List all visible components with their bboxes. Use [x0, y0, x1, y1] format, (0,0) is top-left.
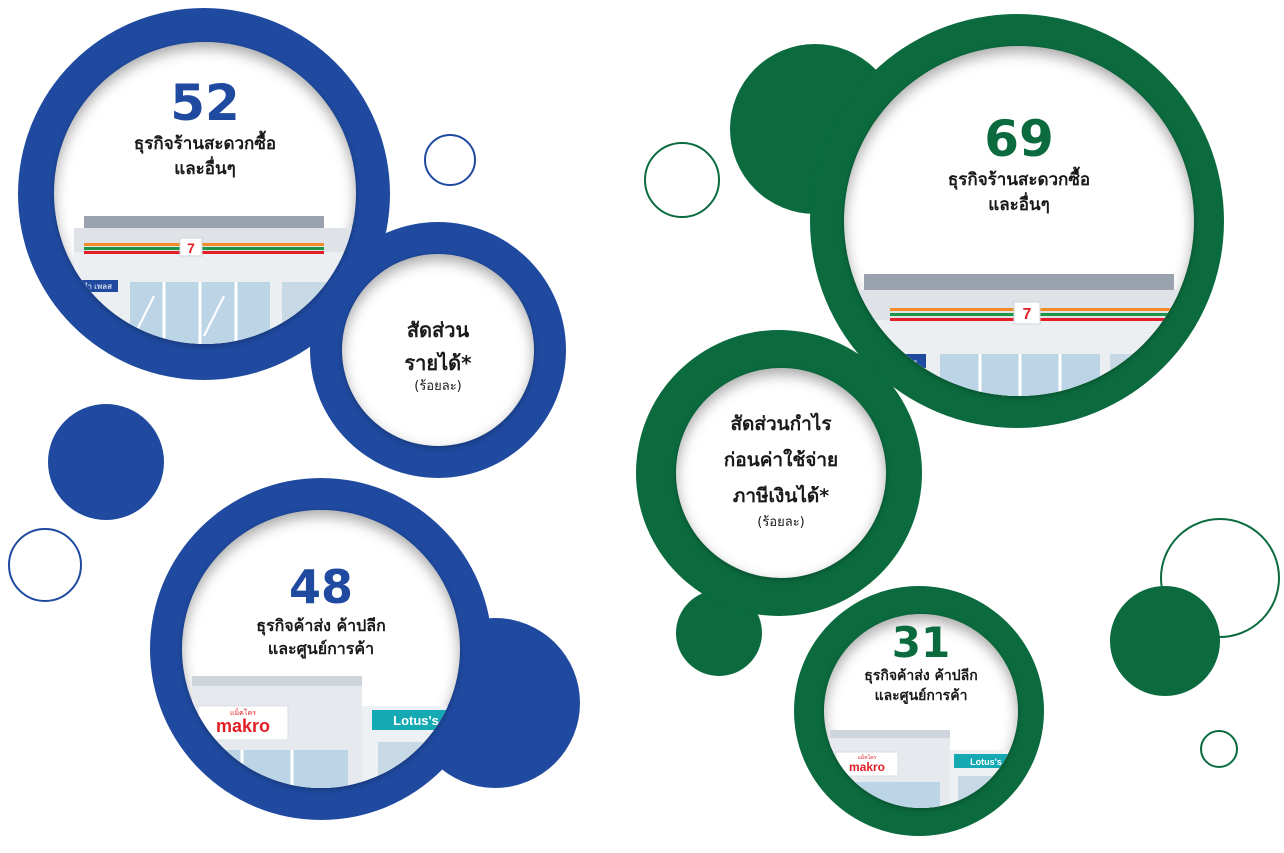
convenience-share-value: 52 — [170, 74, 240, 132]
wholesale-label-line1: ธุรกิจค้าส่ง ค้าปลีก — [256, 616, 386, 635]
convenience-circle: 52 ธุรกิจร้านสะดวกซื้อ และอื่นๆ 7 ชำ เพล… — [54, 42, 356, 344]
wholesale-circle: 31 ธุรกิจค้าส่ง ค้าปลีก และศูนย์การค้า แ… — [824, 614, 1018, 808]
revenue-share-unit: (ร้อยละ) — [414, 379, 462, 394]
convenience-label-line2: และอื่นๆ — [174, 158, 236, 179]
wholesale-circle: 48 ธุรกิจค้าส่ง ค้าปลีก และศูนย์การค้า แ… — [182, 510, 460, 788]
convenience-share-value: 69 — [984, 110, 1054, 168]
wholesale-label-line1: ธุรกิจค้าส่ง ค้าปลีก — [864, 668, 978, 684]
solid-dot-right — [1110, 586, 1220, 696]
makro-logo-text: makro — [849, 760, 885, 774]
makro-small-text: แม็คโคร — [230, 708, 256, 717]
wholesale-label-line2: และศูนย์การค้า — [267, 639, 375, 659]
store-sign-text: ชำ เพลส — [887, 358, 917, 367]
solid-dot — [48, 404, 164, 520]
wholesale-share-value: 48 — [288, 560, 353, 614]
revenue-share-circle: สัดส่วน รายได้* (ร้อยละ) — [342, 254, 534, 446]
lotus-logo-text: Lotus's — [393, 713, 439, 728]
wholesale-mall-icon: แม็คโคร makro Lotus's — [192, 676, 460, 788]
lotus-logo-text: Lotus's — [970, 757, 1002, 767]
revenue-share-title-line2: รายได้* — [404, 351, 472, 375]
outline-circle-bottom — [1200, 730, 1238, 768]
profit-share-title-line1: สัดส่วนกำไร — [730, 413, 832, 435]
revenue-share-title-line1: สัดส่วน — [406, 318, 470, 342]
outline-circle-left — [8, 528, 82, 602]
outline-circle-top — [644, 142, 720, 218]
makro-small-text: แม็คโคร — [858, 753, 877, 761]
convenience-label-line1: ธุรกิจร้านสะดวกซื้อ — [133, 134, 277, 154]
convenience-label-line2: และอื่นๆ — [988, 194, 1050, 215]
svg-text:7: 7 — [1023, 306, 1032, 323]
convenience-store-icon: 7 ชำ เพลส — [74, 216, 356, 344]
convenience-label-line1: ธุรกิจร้านสะดวกซื้อ — [947, 170, 1091, 190]
profit-share-unit: (ร้อยละ) — [757, 515, 805, 531]
profit-share-title-line3: ภาษีเงินได้* — [732, 485, 830, 508]
profit-share-circle: สัดส่วนกำไร ก่อนค่าใช้จ่าย ภาษีเงินได้* … — [676, 368, 886, 578]
svg-text:7: 7 — [187, 240, 195, 256]
wholesale-mall-icon: แม็คโคร makro Lotus's — [830, 730, 1018, 808]
makro-logo-text: makro — [216, 716, 270, 736]
wholesale-share-value: 31 — [891, 618, 951, 667]
outline-circle-small — [424, 134, 476, 186]
convenience-store-icon: 7 ชำ เพลส — [844, 274, 1194, 396]
revenue-share-infographic: 52 ธุรกิจร้านสะดวกซื้อ และอื่นๆ 7 ชำ เพล… — [0, 0, 640, 853]
profit-share-infographic: 69 ธุรกิจร้านสะดวกซื้อ และอื่นๆ 7 ชำ เพล… — [636, 0, 1284, 853]
profit-share-title-line2: ก่อนค่าใช้จ่าย — [723, 449, 839, 472]
wholesale-label-line2: และศูนย์การค้า — [874, 688, 968, 705]
convenience-circle: 69 ธุรกิจร้านสะดวกซื้อ และอื่นๆ 7 ชำ เพล… — [844, 46, 1194, 396]
outline-circle-right — [1160, 518, 1280, 638]
store-sign-text: ชำ เพลส — [82, 282, 112, 291]
